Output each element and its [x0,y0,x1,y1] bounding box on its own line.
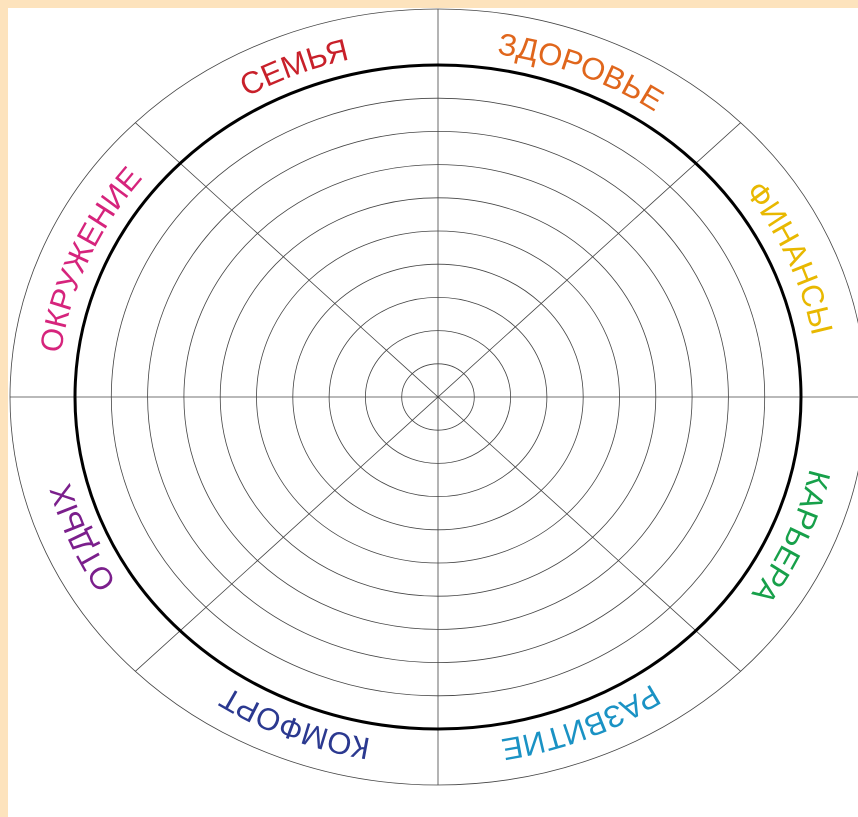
canvas [8,8,858,817]
radial-line [135,122,741,672]
bold-ring [73,63,803,731]
